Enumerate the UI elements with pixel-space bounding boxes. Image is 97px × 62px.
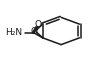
Text: O: O [30,26,37,36]
Text: O: O [35,20,42,29]
Text: H₂N: H₂N [5,28,22,37]
